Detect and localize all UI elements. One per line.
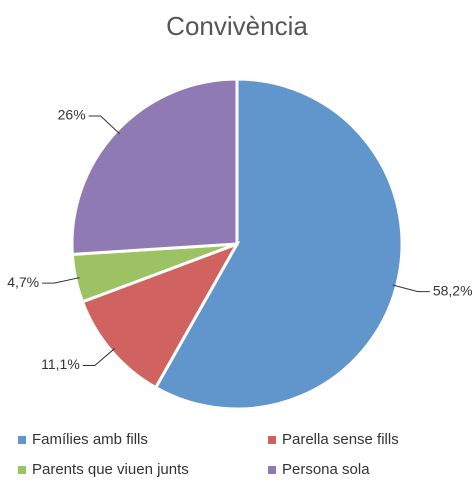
legend-label: Parents que viuen junts	[32, 461, 189, 478]
data-label: 4,7%	[7, 274, 39, 290]
chart-title: Convivència	[166, 11, 308, 41]
data-label: 58,2%	[433, 282, 473, 298]
data-label: 26%	[58, 107, 86, 123]
legend-swatch	[18, 466, 26, 474]
leader-line	[88, 115, 120, 135]
legend-swatch	[18, 436, 26, 444]
leader-line	[82, 348, 115, 366]
leader-line	[392, 284, 430, 293]
data-label: 11,1%	[41, 356, 80, 372]
legend-label: Parella sense fills	[282, 431, 399, 448]
legend-label: Persona sola	[282, 461, 370, 478]
leader-line	[42, 277, 80, 284]
legend-swatch	[268, 436, 276, 444]
legend-swatch	[268, 466, 276, 474]
legend-label: Famílies amb fills	[32, 431, 148, 448]
